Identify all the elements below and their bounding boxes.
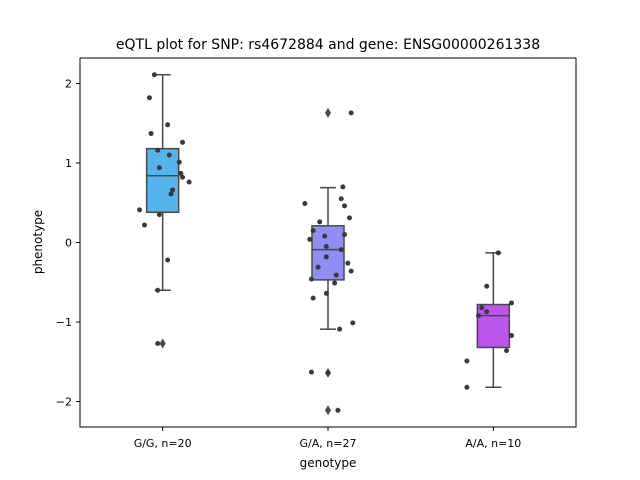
data-point	[342, 232, 348, 238]
data-point	[342, 203, 348, 209]
iqr-box	[145, 147, 180, 214]
data-point	[148, 131, 154, 137]
data-point	[345, 260, 351, 266]
data-point	[308, 369, 314, 375]
y-tick-label: 0	[65, 237, 72, 250]
data-point	[348, 110, 354, 116]
data-point	[504, 348, 510, 354]
data-point	[475, 313, 481, 319]
plot-area	[137, 72, 515, 416]
data-point	[165, 122, 171, 128]
y-tick-label: −1	[56, 316, 72, 329]
data-point	[464, 384, 470, 390]
x-axis-label: genotype	[300, 456, 357, 470]
data-point	[178, 170, 184, 176]
data-point	[176, 159, 182, 165]
box-group-3	[464, 250, 515, 390]
data-point	[186, 179, 192, 185]
data-point	[325, 370, 331, 376]
data-point	[155, 340, 161, 346]
data-point	[156, 165, 162, 171]
data-point	[323, 243, 329, 249]
data-point	[146, 95, 152, 101]
data-point	[346, 215, 352, 221]
iqr-box	[311, 225, 345, 281]
data-point	[495, 250, 501, 256]
data-point	[155, 147, 161, 153]
y-axis: −2 −1 0 1 2	[56, 77, 80, 409]
data-point	[509, 300, 515, 306]
x-tick-label: A/A, n=10	[465, 437, 521, 450]
box-group-2	[302, 107, 356, 416]
data-point	[165, 257, 171, 263]
y-tick-label: −2	[56, 396, 72, 409]
chart-title: eQTL plot for SNP: rs4672884 and gene: E…	[116, 37, 540, 53]
y-tick-label: 2	[65, 77, 72, 90]
data-point	[479, 305, 485, 311]
data-point	[338, 247, 344, 253]
data-point	[509, 333, 515, 339]
outlier-marker	[325, 107, 331, 118]
data-point	[155, 287, 161, 293]
data-point	[310, 228, 316, 234]
x-tick-label: G/A, n=27	[300, 437, 357, 450]
data-point	[166, 152, 172, 158]
data-point	[180, 174, 186, 180]
x-tick-label: G/G, n=20	[134, 437, 192, 450]
data-point	[317, 219, 323, 225]
x-axis: G/G, n=20 G/A, n=27 A/A, n=10	[134, 427, 521, 450]
y-tick-label: 1	[65, 157, 72, 170]
data-point	[307, 236, 313, 242]
data-point	[484, 309, 490, 315]
data-point	[308, 276, 314, 282]
data-point	[350, 320, 356, 326]
outlier-marker	[325, 405, 331, 416]
data-point	[333, 272, 339, 278]
data-point	[310, 295, 316, 301]
data-point	[315, 264, 321, 270]
y-axis-label: phenotype	[31, 210, 45, 274]
data-point	[168, 191, 174, 197]
data-point	[141, 222, 147, 228]
data-point	[322, 233, 328, 239]
data-point	[151, 72, 157, 78]
data-point	[180, 139, 186, 145]
data-point	[340, 184, 346, 190]
data-point	[338, 196, 344, 202]
data-point	[137, 207, 143, 213]
outlier-marker	[159, 338, 166, 349]
data-point	[302, 201, 308, 207]
data-point	[156, 212, 162, 218]
data-point	[332, 280, 338, 286]
data-point	[464, 358, 470, 364]
data-point	[484, 283, 490, 289]
iqr-box	[476, 303, 511, 349]
data-point	[323, 290, 329, 296]
data-point	[337, 326, 343, 332]
data-point	[348, 268, 354, 274]
data-point	[323, 254, 329, 260]
data-point	[170, 187, 176, 193]
box-group-1	[137, 72, 192, 349]
data-point	[335, 407, 341, 413]
